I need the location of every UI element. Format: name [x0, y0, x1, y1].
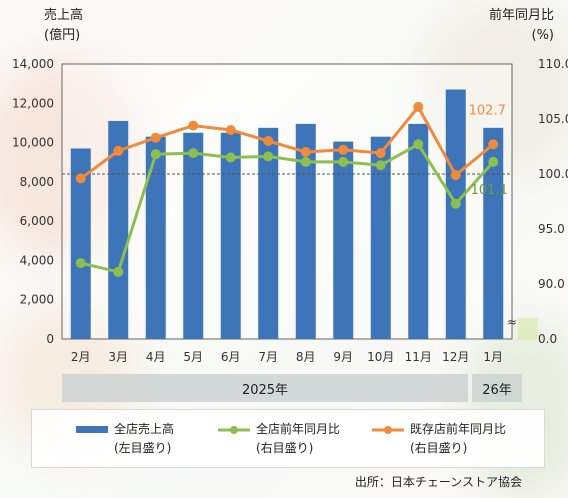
bar-9 — [370, 136, 391, 339]
bar-12 — [483, 127, 504, 339]
bar-1 — [70, 148, 91, 339]
legend-swatch-green-line — [218, 425, 250, 434]
bar-4 — [183, 132, 204, 339]
orange-point-2 — [113, 145, 124, 156]
left-tick-label: 6,000 — [20, 214, 54, 228]
data-label-all-store: 101.1 — [471, 183, 508, 198]
orange-point-1 — [75, 173, 86, 184]
right-tick-label: 110.0 — [538, 57, 568, 71]
green-point-6 — [263, 151, 274, 162]
legend-note: (右目盛り) — [256, 441, 314, 455]
left-tick-label: 14,000 — [12, 57, 54, 71]
green-point-5 — [225, 152, 236, 163]
green-point-2 — [113, 266, 124, 277]
legend-note: (右目盛り) — [410, 441, 468, 455]
orange-point-10 — [413, 101, 424, 112]
left-tick-label: 12,000 — [12, 96, 54, 110]
bar-6 — [258, 127, 279, 339]
bar-3 — [145, 136, 166, 339]
x-tick-label: 5月 — [183, 350, 203, 364]
bar-8 — [333, 141, 354, 339]
data-label-existing-store: 102.7 — [469, 103, 506, 118]
left-axis-title: 売上高 (億円) — [44, 8, 84, 43]
x-tick-label: 12月 — [442, 350, 469, 364]
orange-point-3 — [150, 132, 161, 143]
legend-swatch-bar — [76, 426, 108, 433]
legend-swatch-orange-line — [372, 425, 404, 434]
x-tick-label: 8月 — [296, 350, 316, 364]
right-tick-label: 90.0 — [538, 277, 565, 291]
axis-break-symbol: ≈ — [507, 315, 517, 329]
green-point-7 — [300, 156, 311, 167]
orange-point-5 — [225, 125, 236, 135]
legend-label: 既存店前年同月比 — [410, 422, 507, 436]
green-point-11 — [450, 198, 461, 209]
green-point-8 — [338, 156, 349, 167]
legend-item-bar: 全店売上高 (左目盛り) — [76, 420, 174, 458]
orange-point-12 — [488, 139, 499, 150]
green-point-1 — [75, 258, 86, 269]
orange-point-8 — [338, 144, 349, 155]
orange-series-line — [79, 104, 495, 180]
axis-break-patch — [518, 318, 538, 340]
x-tick-label: 10月 — [367, 350, 394, 364]
orange-point-6 — [263, 136, 274, 146]
left-tick-label: 4,000 — [20, 253, 54, 267]
orange-point-11 — [450, 170, 461, 181]
left-tick-label: 8,000 — [20, 175, 54, 189]
green-point-3 — [150, 149, 161, 160]
bar-2 — [108, 120, 129, 339]
legend: 全店売上高 (左目盛り) 全店前年同月比 (右目盛り) 既存店前年同月比 (右目… — [31, 409, 545, 468]
orange-point-4 — [188, 120, 199, 131]
year-label-26: 26年 — [472, 374, 522, 402]
year-label-2025: 2025年 — [62, 374, 468, 402]
left-tick-label: 0 — [46, 332, 54, 346]
x-tick-label: 9月 — [333, 350, 353, 364]
right-tick-label: 0.0 — [538, 332, 557, 346]
right-tick-label: 105.0 — [538, 112, 568, 126]
x-tick-label: 4月 — [146, 350, 166, 364]
orange-point-9 — [375, 148, 386, 159]
green-series-line — [80, 142, 495, 274]
bar-7 — [295, 123, 316, 340]
right-tick-label: 95.0 — [538, 222, 565, 236]
right-axis-title: 前年同月比 (%) — [488, 8, 554, 43]
plot-area — [61, 63, 513, 340]
bar-5 — [220, 132, 241, 339]
legend-note: (左目盛り) — [114, 441, 172, 455]
right-tick-label: 100.0 — [538, 167, 568, 181]
bar-11 — [445, 89, 466, 340]
source-note: 出所：日本チェーンストア協会 — [354, 475, 522, 489]
x-tick-label: 3月 — [108, 350, 128, 364]
left-tick-label: 2,000 — [20, 293, 54, 307]
x-tick-label: 7月 — [258, 350, 278, 364]
x-tick-label: 2月 — [71, 350, 91, 364]
left-tick-label: 10,000 — [12, 136, 54, 150]
legend-item-existing-store: 既存店前年同月比 (右目盛り) — [372, 420, 506, 458]
orange-point-7 — [300, 147, 311, 157]
bar-10 — [408, 123, 429, 340]
green-point-4 — [188, 148, 199, 159]
x-tick-label: 6月 — [221, 350, 241, 364]
legend-item-all-store: 全店前年同月比 (右目盛り) — [218, 420, 340, 458]
x-tick-label: 11月 — [405, 350, 432, 364]
legend-label: 全店前年同月比 — [256, 422, 341, 436]
green-point-9 — [375, 160, 386, 171]
legend-label: 全店売上高 — [114, 422, 175, 436]
x-tick-label: 1月 — [483, 350, 503, 364]
green-point-10 — [413, 139, 424, 150]
green-point-12 — [488, 156, 499, 167]
